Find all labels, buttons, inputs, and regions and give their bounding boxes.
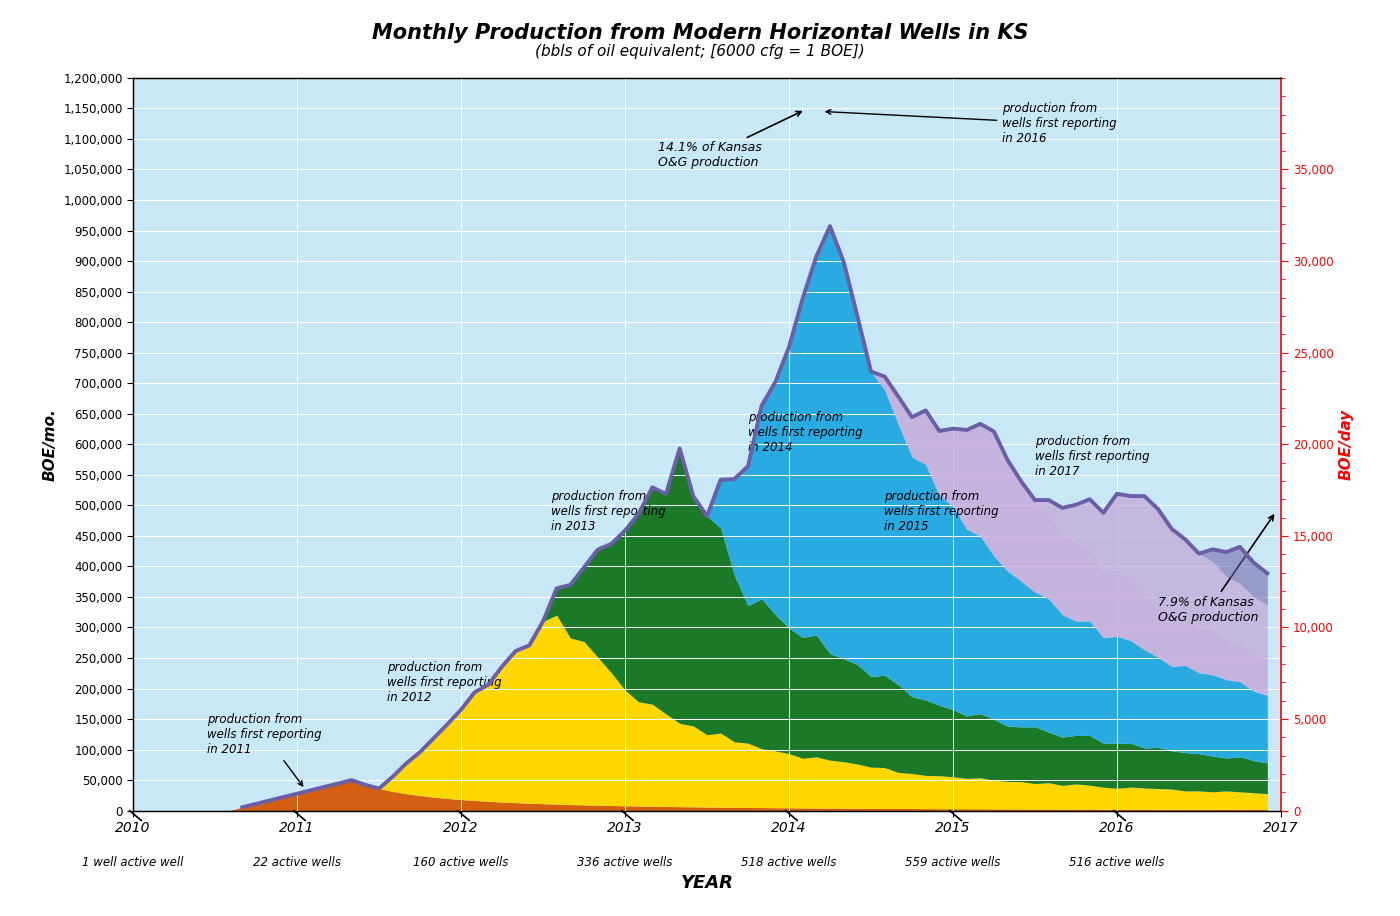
Text: 160 active wells: 160 active wells xyxy=(413,856,508,869)
Text: 559 active wells: 559 active wells xyxy=(906,856,1001,869)
Text: (bbls of oil equivalent; [6000 cfg = 1 BOE]): (bbls of oil equivalent; [6000 cfg = 1 B… xyxy=(535,44,865,59)
Y-axis label: BOE/mo.: BOE/mo. xyxy=(42,408,57,481)
Text: 1 well active well: 1 well active well xyxy=(83,856,183,869)
Text: production from
wells first reporting
in 2013: production from wells first reporting in… xyxy=(552,490,666,533)
Text: 22 active wells: 22 active wells xyxy=(253,856,342,869)
Text: production from
wells first reporting
in 2012: production from wells first reporting in… xyxy=(388,661,501,703)
Text: 336 active wells: 336 active wells xyxy=(577,856,672,869)
Text: production from
wells first reporting
in 2014: production from wells first reporting in… xyxy=(748,410,862,453)
Text: production from
wells first reporting
in 2011: production from wells first reporting in… xyxy=(207,713,322,786)
Text: 516 active wells: 516 active wells xyxy=(1070,856,1165,869)
Text: Monthly Production from Modern Horizontal Wells in KS: Monthly Production from Modern Horizonta… xyxy=(372,23,1028,43)
Y-axis label: BOE/day: BOE/day xyxy=(1340,409,1354,480)
Text: production from
wells first reporting
in 2016: production from wells first reporting in… xyxy=(826,102,1117,145)
Text: 518 active wells: 518 active wells xyxy=(742,856,837,869)
Text: production from
wells first reporting
in 2017: production from wells first reporting in… xyxy=(1035,435,1149,478)
Text: production from
wells first reporting
in 2015: production from wells first reporting in… xyxy=(885,490,998,533)
Text: 14.1% of Kansas
O&G production: 14.1% of Kansas O&G production xyxy=(658,112,801,169)
X-axis label: YEAR: YEAR xyxy=(680,874,734,892)
Text: 7.9% of Kansas
O&G production: 7.9% of Kansas O&G production xyxy=(1158,516,1274,625)
